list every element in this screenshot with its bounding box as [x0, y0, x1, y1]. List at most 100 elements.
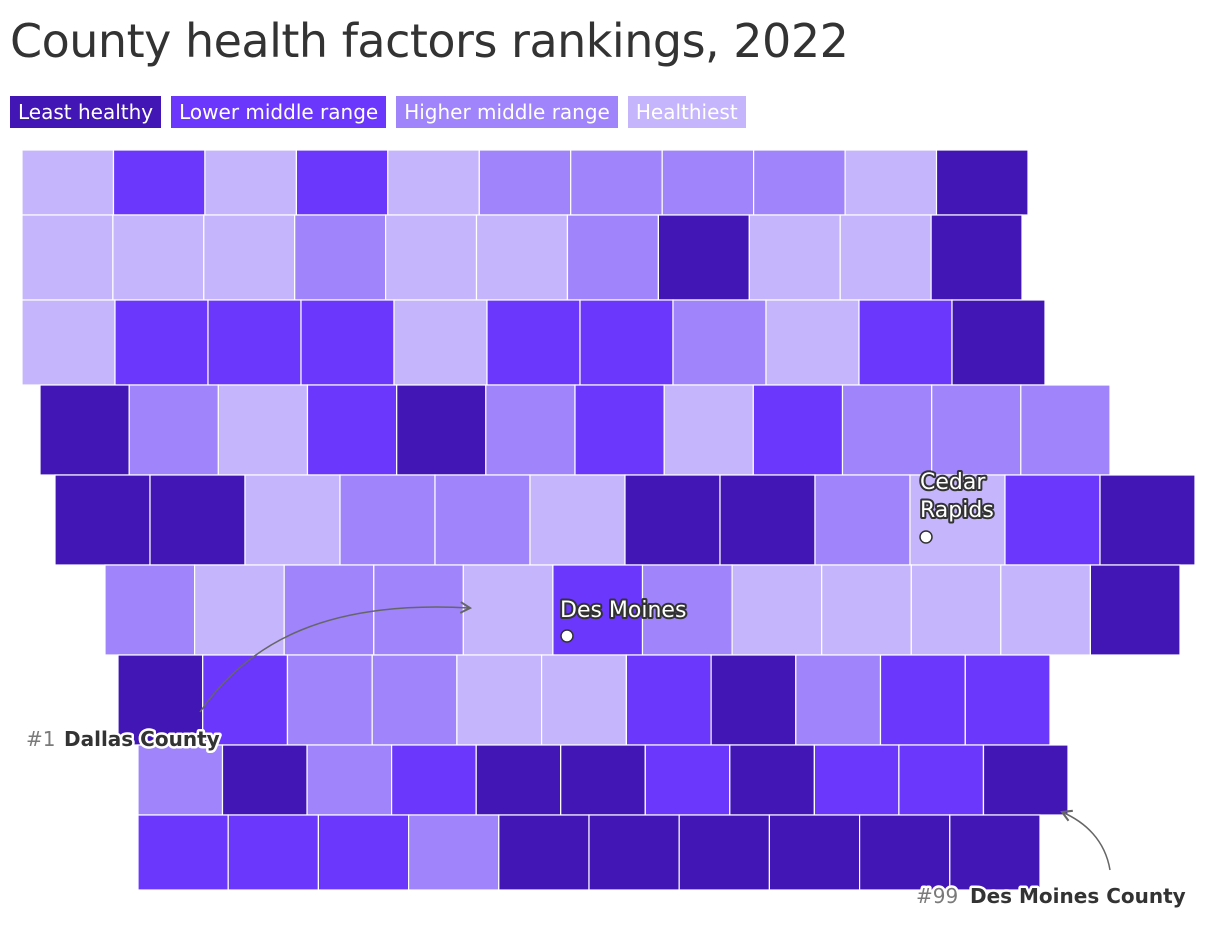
- county-cell: [844, 149, 938, 216]
- county-cell: [821, 564, 912, 656]
- county-cell: [910, 564, 1002, 656]
- map-title: County health factors rankings, 2022: [10, 14, 849, 68]
- county-cell: [858, 299, 953, 386]
- county-cell: [765, 299, 860, 386]
- legend: Least healthy Lower middle range Higher …: [10, 96, 746, 128]
- county-cell: [657, 214, 750, 301]
- county-cell: [570, 149, 663, 216]
- county-cell: [1099, 474, 1196, 566]
- county-cell: [486, 299, 581, 386]
- county-cell: [661, 149, 755, 216]
- county-cell: [1089, 564, 1181, 656]
- county-cell: [1020, 384, 1111, 476]
- county-cell: [475, 744, 562, 816]
- county-cell: [498, 814, 590, 891]
- county-cell: [227, 814, 319, 891]
- county-cell: [104, 564, 196, 656]
- county-cell: [207, 299, 302, 386]
- county-cell: [112, 149, 206, 216]
- county-cell: [672, 299, 767, 386]
- county-cell: [39, 384, 130, 476]
- county-cell: [624, 474, 721, 566]
- county-cell: [841, 384, 933, 476]
- county-cell: [295, 149, 389, 216]
- county-cell: [21, 149, 115, 216]
- county-cell: [204, 149, 297, 216]
- cedar-rapids-label-line1: Cedar: [920, 470, 986, 495]
- county-cell: [112, 214, 205, 301]
- county-cell: [1000, 564, 1091, 656]
- county-cell: [456, 654, 543, 746]
- county-cell: [306, 384, 398, 476]
- county-cell: [244, 474, 341, 566]
- county-cell: [814, 474, 911, 566]
- dallas-county-label: Dallas County: [64, 727, 220, 751]
- county-cell: [710, 654, 797, 746]
- county-cell: [202, 654, 288, 746]
- county-cell: [300, 299, 395, 386]
- county-cell: [387, 149, 480, 216]
- county-cell: [752, 149, 846, 216]
- county-cell: [283, 564, 375, 656]
- county-cell: [752, 384, 844, 476]
- county-cell: [951, 299, 1046, 386]
- county-cell: [560, 744, 646, 816]
- county-cell: [731, 564, 823, 656]
- county-cell: [644, 744, 731, 816]
- county-cell: [391, 744, 477, 816]
- county-cell: [898, 744, 985, 816]
- county-cell: [217, 384, 309, 476]
- county-cell: [117, 654, 204, 746]
- county-cell: [930, 214, 1023, 301]
- des-moines-county-rank: #99: [916, 884, 958, 908]
- county-cell: [839, 214, 932, 301]
- county-cell: [203, 214, 296, 301]
- county-cell: [21, 299, 116, 386]
- county-cell: [663, 384, 755, 476]
- county-cell: [588, 814, 680, 891]
- cedar-rapids-marker: [919, 530, 933, 544]
- county-cell: [566, 214, 660, 301]
- county-cell: [54, 474, 151, 566]
- county-cell: [128, 384, 219, 476]
- county-cell: [306, 744, 393, 816]
- des-moines-county-label: Des Moines County: [970, 884, 1186, 908]
- county-cell: [149, 474, 246, 566]
- dallas-callout-arrow: [199, 601, 473, 713]
- county-cell: [371, 654, 458, 746]
- county-cell: [982, 744, 1069, 816]
- county-cell: [719, 474, 816, 566]
- county-cell: [21, 214, 114, 301]
- legend-item-higher-middle: Higher middle range: [396, 96, 618, 128]
- county-cell: [768, 814, 861, 891]
- county-cell: [221, 744, 308, 816]
- cedar-rapids-label-line2: Rapids: [920, 498, 994, 523]
- county-cell: [462, 564, 554, 656]
- des-moines-marker: [560, 629, 574, 643]
- county-cell: [194, 564, 285, 656]
- county-cell: [1004, 474, 1101, 566]
- county-cell: [294, 214, 387, 301]
- county-cell: [931, 384, 1022, 476]
- des-moines-label: Des Moines: [560, 598, 686, 623]
- county-cell: [339, 474, 436, 566]
- county-cell: [434, 474, 531, 566]
- county-cell: [625, 654, 712, 746]
- county-cell: [408, 814, 500, 891]
- county-cell: [935, 149, 1029, 216]
- county-cell: [748, 214, 841, 301]
- county-cell: [393, 299, 488, 386]
- county-cell: [485, 384, 576, 476]
- county-cell: [678, 814, 771, 891]
- legend-item-least-healthy: Least healthy: [10, 96, 162, 128]
- county-cell: [396, 384, 487, 476]
- county-grid: [21, 149, 1196, 891]
- county-cell: [475, 214, 569, 301]
- county-cell: [949, 814, 1041, 891]
- county-cell: [729, 744, 815, 816]
- county-cell: [641, 564, 733, 656]
- county-cell: [574, 384, 665, 476]
- county-cell: [317, 814, 410, 891]
- county-cell: [795, 654, 882, 746]
